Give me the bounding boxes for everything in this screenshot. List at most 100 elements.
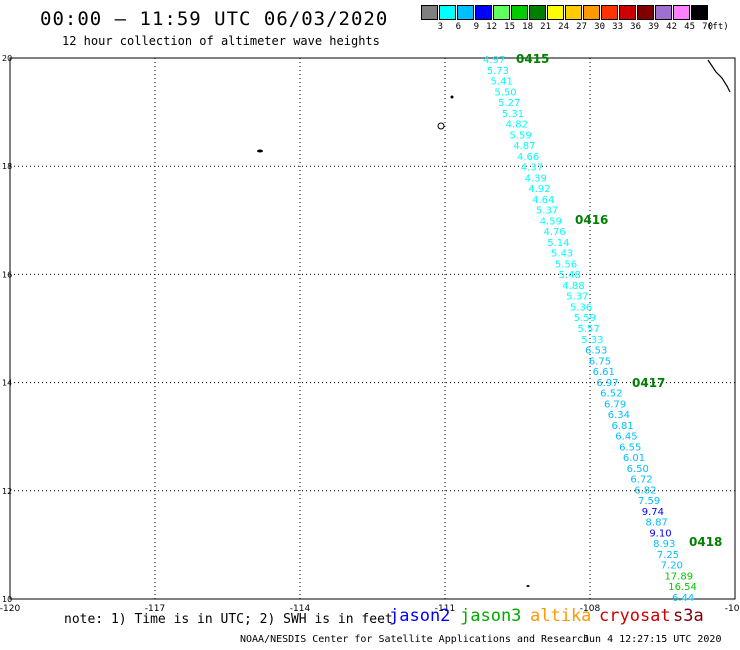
island-shape [437, 122, 445, 130]
legend-label-45: 45 [684, 22, 695, 32]
wave-height-reading: 4.39 [525, 173, 547, 184]
legend-label-36: 36 [630, 22, 641, 32]
lat-tick-label: 16 [2, 270, 12, 279]
wave-height-reading: 17.89 [664, 571, 693, 582]
satellite-jason3: jason3 [460, 606, 522, 626]
wave-height-reading: 9.10 [649, 528, 671, 539]
wave-height-reading: 4.97 [483, 55, 505, 66]
legend-swatch-9 [457, 5, 474, 20]
wave-height-reading: 5.14 [547, 238, 569, 249]
wave-height-reading: 4.82 [506, 120, 528, 131]
lon-tick-label: -114 [290, 604, 311, 614]
wave-height-reading: 6.53 [585, 346, 607, 357]
legend-label-24: 24 [558, 22, 569, 32]
wave-height-reading: 7.59 [638, 496, 660, 507]
satellite-cryosat: cryosat [599, 606, 671, 626]
wave-height-reading: 6.34 [608, 410, 630, 421]
wave-height-reading: 5.41 [491, 77, 513, 88]
wave-height-reading: 5.43 [551, 249, 573, 260]
legend-swatch-30 [583, 5, 600, 20]
legend-swatch-27 [565, 5, 582, 20]
island-shape [257, 149, 263, 153]
legend-swatch-70 [691, 5, 708, 20]
wave-height-reading: 6.44 [672, 593, 694, 604]
wave-height-reading: 6.52 [600, 389, 622, 400]
page-subtitle: 12 hour collection of altimeter wave hei… [62, 34, 380, 48]
wave-height-reading: 8.93 [653, 539, 675, 550]
lat-tick-label: 18 [2, 162, 12, 171]
lat-tick-label: 12 [2, 487, 12, 496]
wave-height-reading: 7.20 [661, 561, 683, 572]
lon-tick-label: -120 [0, 604, 20, 614]
legend-label-3: 3 [437, 22, 443, 32]
legend-unit: (ft) [707, 22, 729, 32]
legend-swatch-45 [673, 5, 690, 20]
wave-height-reading: 4.87 [513, 141, 535, 152]
wave-height-reading: 5.56 [555, 259, 577, 270]
lat-tick-label: 20 [2, 54, 12, 63]
satellite-s3a: s3a [673, 606, 704, 626]
footnote: note: 1) Time is in UTC; 2) SWH is in fe… [64, 612, 393, 627]
wave-height-reading: 5.31 [502, 109, 524, 120]
legend-label-42: 42 [666, 22, 677, 32]
legend-label-12: 12 [486, 22, 497, 32]
legend-label-33: 33 [612, 22, 623, 32]
wave-height-reading: 6.61 [593, 367, 615, 378]
wave-height-reading: 5.48 [559, 270, 581, 281]
wave-height-reading: 5.36 [570, 302, 592, 313]
satellite-jason2: jason2 [389, 606, 451, 626]
legend-swatch-33 [601, 5, 618, 20]
lon-tick-label: -105 [725, 604, 740, 614]
wave-height-reading: 6.45 [615, 432, 637, 443]
legend-swatch-24 [547, 5, 564, 20]
map-frame [9, 57, 736, 600]
legend-swatch-18 [511, 5, 528, 20]
wave-height-reading: 5.59 [574, 313, 596, 324]
wave-height-reading: 7.25 [657, 550, 679, 561]
legend-label-39: 39 [648, 22, 659, 32]
wave-height-reading: 5.73 [487, 66, 509, 77]
legend-label-21: 21 [540, 22, 551, 32]
track-time-label: 0416 [575, 213, 608, 227]
wave-height-reading: 5.57 [578, 324, 600, 335]
generated-timestamp: Jun 4 12:27:15 UTC 2020 [583, 634, 722, 645]
wave-height-reading: 16.54 [668, 582, 697, 593]
legend-label-30: 30 [594, 22, 605, 32]
coastline [707, 59, 731, 93]
legend-label-15: 15 [504, 22, 515, 32]
wave-height-reading: 6.75 [589, 356, 611, 367]
track-time-label: 0417 [632, 376, 665, 390]
wave-height-reading: 6.97 [596, 378, 618, 389]
track-time-label: 0415 [516, 52, 549, 66]
legend-swatch-12 [475, 5, 492, 20]
legend-swatch-36 [619, 5, 636, 20]
wave-height-reading: 8.87 [646, 518, 668, 529]
legend-swatch-42 [655, 5, 672, 20]
legend-label-9: 9 [473, 22, 479, 32]
satellite-altika: altika [530, 606, 592, 626]
wave-height-reading: 4.64 [532, 195, 554, 206]
wave-height-reading: 6.82 [634, 485, 656, 496]
wave-height-reading: 4.59 [540, 216, 562, 227]
wave-height-reading: 6.55 [619, 442, 641, 453]
wave-height-reading: 5.27 [498, 98, 520, 109]
lon-tick-label: -111 [435, 604, 455, 614]
legend-label-18: 18 [522, 22, 533, 32]
wave-height-reading: 6.79 [604, 399, 626, 410]
legend-label-6: 6 [455, 22, 461, 32]
legend-swatch-6 [439, 5, 456, 20]
wave-height-reading: 5.37 [566, 292, 588, 303]
island-shape [526, 585, 530, 587]
legend-swatch-39 [637, 5, 654, 20]
legend-label-70: 70 [702, 22, 713, 32]
page-title: 00:00 – 11:59 UTC 06/03/2020 [40, 8, 389, 30]
legend-swatch-3 [421, 5, 438, 20]
wave-height-reading: 5.50 [494, 87, 516, 98]
legend-swatch-21 [529, 5, 546, 20]
wave-height-reading: 6.72 [630, 475, 652, 486]
wave-height-reading: 6.50 [627, 464, 649, 475]
wave-height-reading: 5.37 [536, 206, 558, 217]
lat-tick-label: 14 [2, 379, 12, 388]
